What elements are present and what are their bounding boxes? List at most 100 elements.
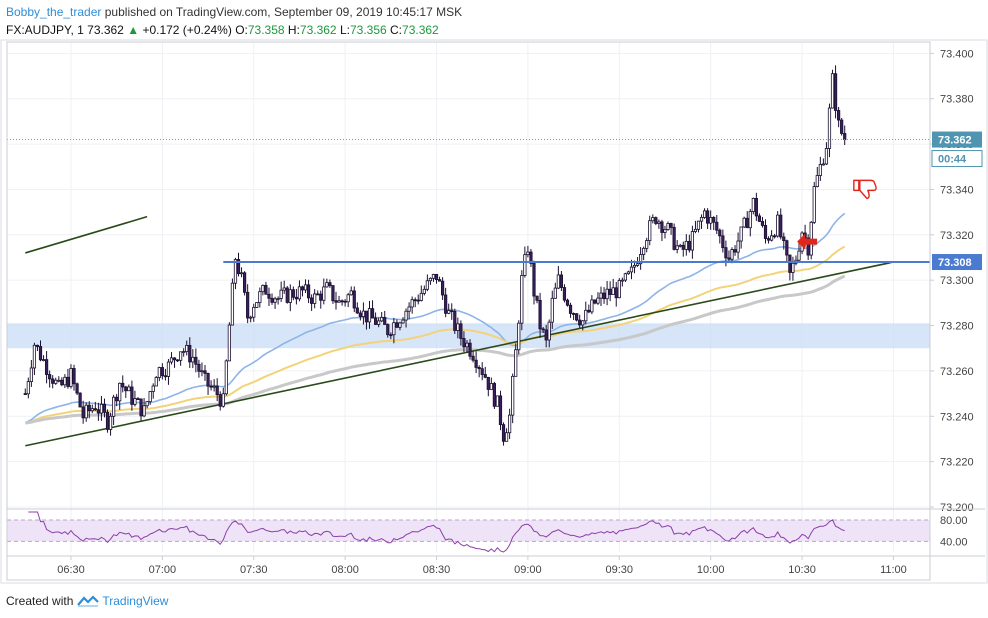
candle	[35, 344, 40, 347]
trendline-lower[interactable]	[25, 261, 894, 447]
price-tick-label: 73.280	[940, 321, 974, 333]
candle	[578, 319, 582, 326]
price-tick-label: 73.240	[940, 411, 974, 423]
time-axis[interactable]: 06:30 07:00 07:30 08:00 08:30 09:00 09:30 10:00…	[7, 555, 985, 576]
candle	[666, 223, 670, 230]
candle	[51, 378, 55, 384]
candle	[745, 217, 749, 229]
candle	[102, 403, 107, 413]
candle	[279, 289, 283, 299]
candle	[270, 297, 274, 303]
candle	[769, 235, 774, 241]
candle	[66, 376, 70, 387]
candle	[687, 240, 691, 251]
candle	[273, 298, 277, 303]
candle	[629, 266, 634, 273]
candle	[358, 312, 362, 317]
candle	[441, 280, 445, 296]
price-tick-label: 73.320	[940, 230, 974, 242]
candle	[596, 297, 600, 304]
candle	[797, 250, 801, 261]
author-link[interactable]: Bobby_the_trader	[6, 5, 102, 19]
ema-fast-line	[24, 212, 846, 424]
candle	[370, 308, 375, 319]
candle	[495, 395, 500, 407]
candle	[830, 73, 835, 109]
candle	[233, 259, 238, 284]
candle	[480, 368, 484, 375]
candle	[584, 309, 588, 322]
candle	[501, 424, 506, 442]
candle	[526, 251, 530, 256]
candle	[294, 296, 298, 300]
candle	[760, 221, 765, 226]
candle	[96, 409, 100, 414]
candle	[422, 288, 426, 294]
candle	[837, 110, 841, 121]
candle	[611, 287, 615, 295]
candle	[571, 313, 576, 315]
price-tick-label: 73.400	[940, 48, 974, 60]
candle	[215, 385, 219, 396]
candle	[151, 385, 155, 392]
candle	[690, 231, 694, 251]
candle	[663, 229, 667, 233]
candle	[833, 73, 838, 111]
candle	[188, 344, 192, 363]
rsi-tick-label: 80.00	[940, 515, 968, 527]
candle	[118, 382, 122, 402]
candle	[81, 406, 85, 419]
candle	[291, 289, 295, 298]
candle	[654, 217, 658, 224]
candle	[754, 198, 758, 217]
candle	[824, 148, 829, 165]
candle	[468, 342, 472, 357]
candle	[72, 368, 76, 385]
candle	[486, 376, 490, 390]
candle	[386, 324, 390, 336]
candle	[57, 379, 61, 382]
candle	[477, 367, 481, 370]
candle	[599, 292, 603, 299]
candle	[297, 286, 302, 300]
candle	[450, 310, 454, 312]
candle	[514, 349, 518, 377]
candle	[413, 299, 417, 302]
countdown-label-box	[931, 150, 983, 168]
candle	[212, 385, 216, 388]
price-axis[interactable]: 73.40073.38073.36073.34073.32073.30073.2…	[929, 42, 983, 580]
candle	[206, 372, 210, 387]
red-arrow-left-icon	[797, 233, 818, 250]
candle	[453, 311, 457, 331]
time-tick-label: 06:30	[57, 564, 85, 576]
tradingview-link[interactable]: TradingView	[102, 594, 169, 608]
candle	[90, 408, 94, 412]
candle	[416, 299, 420, 302]
candle	[261, 284, 265, 293]
price-tick-label: 73.260	[940, 366, 974, 378]
candle	[136, 398, 140, 401]
trendline-upper[interactable]	[25, 215, 148, 254]
candle	[249, 316, 253, 319]
candle	[626, 271, 631, 275]
candle	[675, 245, 679, 250]
candle	[699, 217, 704, 222]
candle	[367, 308, 372, 323]
low-label: L:	[339, 23, 350, 37]
candle	[806, 237, 810, 256]
candle	[742, 217, 746, 228]
candle	[766, 238, 771, 241]
candlestick-chart[interactable]: 73.40073.38073.36073.34073.32073.30073.2…	[0, 0, 988, 590]
candle	[593, 299, 597, 304]
candle	[623, 273, 627, 281]
candle	[538, 299, 542, 330]
symbol-line: FX:AUDJPY, 1 73.362 ▲ +0.172 (+0.24%) O:…	[6, 23, 439, 37]
candle	[48, 374, 52, 380]
candle	[459, 323, 463, 339]
price-change: +0.172 (+0.24%)	[142, 23, 232, 37]
candle	[169, 357, 174, 363]
candle	[230, 282, 235, 326]
time-tick-label: 09:00	[514, 564, 542, 576]
candle	[154, 377, 158, 387]
rsi-tick-label: 40.00	[940, 536, 968, 548]
